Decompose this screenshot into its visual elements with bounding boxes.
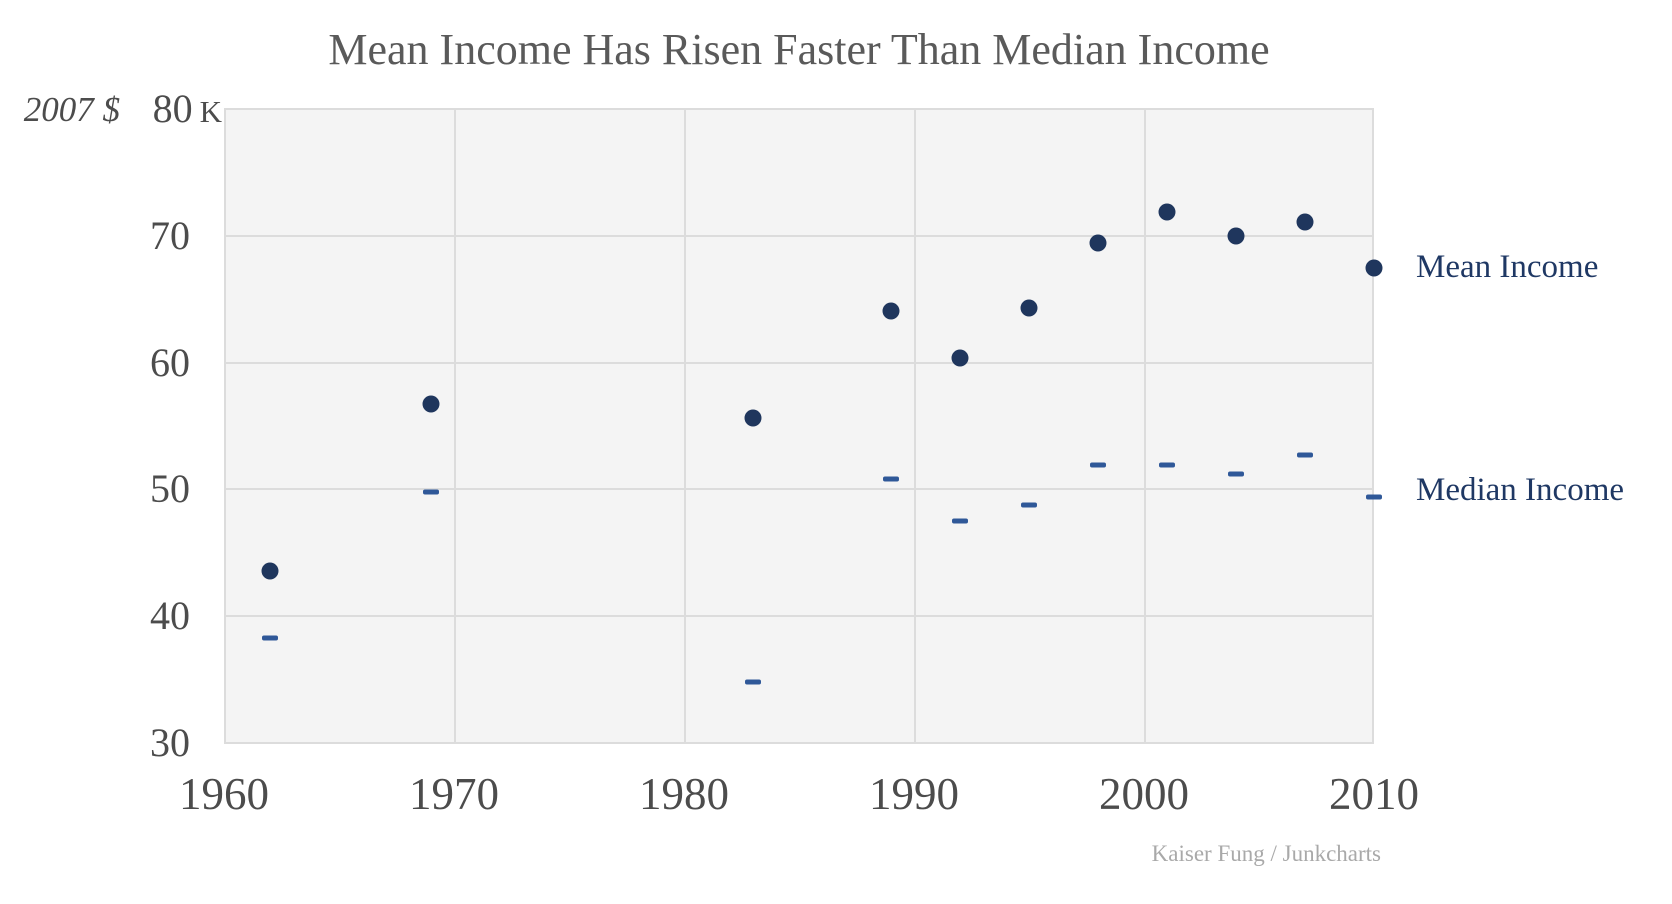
mean-income-point	[422, 395, 440, 413]
median-income-point	[1297, 452, 1313, 458]
median-income-point	[1228, 471, 1244, 477]
horizontal-gridline	[224, 615, 1374, 618]
x-axis-tick-label: 2000	[1099, 769, 1189, 819]
median-income-point	[952, 518, 968, 524]
vertical-gridline	[684, 109, 686, 743]
median-income-point	[1090, 462, 1106, 468]
median-income-point	[423, 489, 439, 495]
median-income-point	[745, 679, 761, 685]
y-axis-tick-label: 30	[150, 720, 190, 765]
mean-income-point	[1227, 227, 1245, 245]
y-axis-tick-label: 50	[150, 466, 190, 512]
horizontal-gridline	[224, 488, 1374, 491]
x-axis-tick-label: 1990	[869, 769, 959, 819]
vertical-gridline	[454, 109, 456, 743]
vertical-gridline	[224, 109, 226, 743]
horizontal-gridline	[224, 234, 1374, 237]
mean-income-point	[744, 409, 762, 427]
attribution-credit: Kaiser Fung / Junkcharts	[1151, 841, 1381, 866]
median-income-point	[1159, 462, 1175, 468]
vertical-gridline	[1144, 109, 1146, 743]
mean-income-point	[1089, 234, 1107, 252]
x-axis-tick-label: 1970	[409, 769, 499, 819]
legend-label-mean-income: Mean Income	[1416, 248, 1599, 285]
y-axis-tick-label: 70	[150, 212, 190, 258]
median-income-point	[1366, 494, 1382, 500]
horizontal-gridline	[224, 108, 1374, 110]
x-axis-tick-label: 1960	[179, 769, 269, 819]
vertical-gridline	[1372, 109, 1374, 743]
mean-income-point	[1296, 213, 1314, 231]
y-axis-tick-label: 80 K	[152, 86, 222, 131]
mean-income-point	[882, 302, 900, 320]
y-axis-unit-label: 2007 $	[23, 90, 120, 129]
vertical-gridline	[914, 109, 916, 743]
horizontal-gridline	[224, 361, 1374, 364]
x-axis-tick-label: 2010	[1329, 769, 1419, 819]
horizontal-gridline	[224, 742, 1374, 744]
mean-income-point	[261, 562, 279, 580]
y-axis-unit-k: K	[199, 94, 222, 129]
median-income-point	[262, 635, 278, 641]
median-income-point	[883, 476, 899, 482]
median-income-point	[1021, 502, 1037, 508]
mean-income-point	[1020, 299, 1038, 317]
y-axis-tick-label: 40	[150, 593, 190, 639]
y-axis-tick-label: 60	[150, 339, 190, 385]
plot-area	[224, 108, 1383, 744]
x-axis-tick-label: 1980	[639, 769, 729, 819]
mean-income-point	[1158, 203, 1176, 221]
mean-income-point	[951, 349, 969, 367]
mean-income-point	[1365, 259, 1383, 276]
legend-label-median-income: Median Income	[1416, 472, 1625, 508]
chart-title: Mean Income Has Risen Faster Than Median…	[328, 25, 1270, 74]
